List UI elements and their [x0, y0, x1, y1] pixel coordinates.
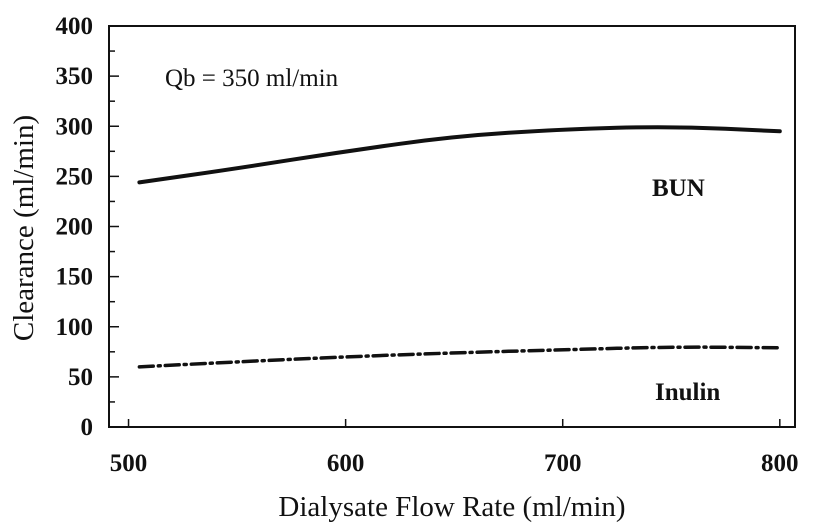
- y-tick-label: 350: [56, 63, 94, 90]
- x-tick-label: 500: [110, 450, 148, 477]
- series-label-inulin: Inulin: [655, 379, 720, 406]
- y-tick-label: 0: [81, 414, 94, 441]
- y-tick-label: 150: [56, 264, 94, 291]
- x-tick-label: 800: [761, 450, 799, 477]
- y-tick-label: 50: [68, 364, 93, 391]
- annotation-qb: Qb = 350 ml/min: [165, 65, 339, 92]
- series-line-inulin: [137, 345, 782, 369]
- x-axis-label: Dialysate Flow Rate (ml/min): [278, 491, 625, 523]
- series-line-bun: [137, 125, 782, 185]
- x-tick-label: 600: [327, 450, 365, 477]
- x-tick-label: 700: [544, 450, 582, 477]
- y-tick-label: 100: [56, 314, 94, 341]
- y-tick-label: 300: [56, 113, 94, 140]
- y-axis-label: Clearance (ml/min): [8, 115, 40, 341]
- series-label-bun: BUN: [652, 175, 705, 202]
- y-tick-label: 200: [56, 214, 94, 241]
- y-tick-label: 250: [56, 163, 94, 190]
- y-tick-label: 400: [56, 13, 94, 40]
